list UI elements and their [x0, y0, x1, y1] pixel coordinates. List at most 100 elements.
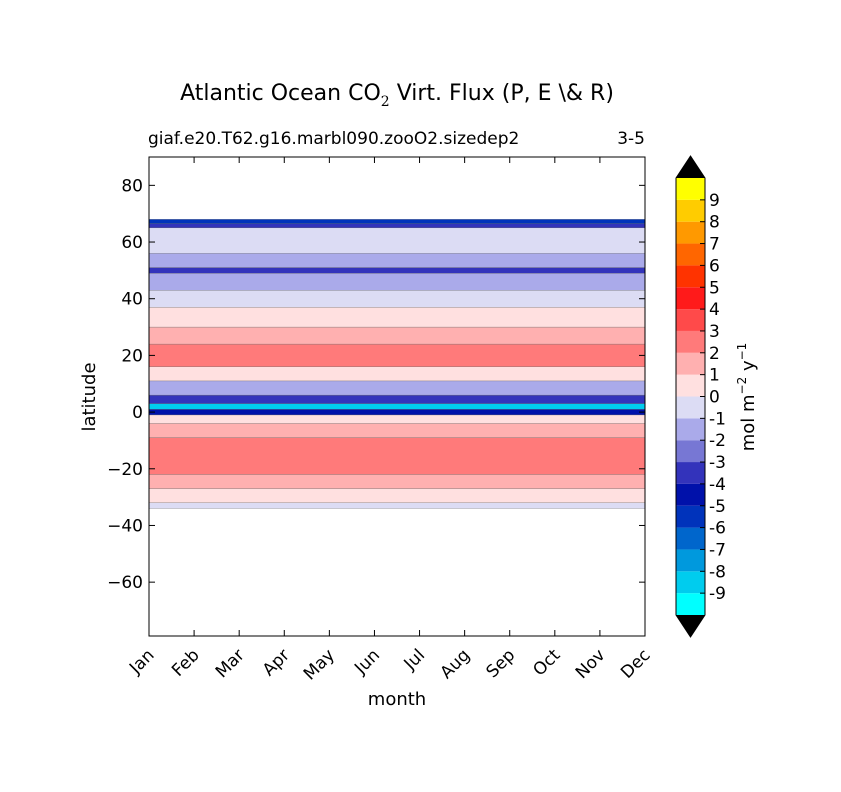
colorbar-tick-label: -5 [709, 497, 726, 517]
colorbar-tick-label: 7 [709, 235, 720, 255]
colorbar-tick-label: 4 [709, 300, 720, 320]
colorbar-tick-label: -3 [709, 453, 726, 473]
colorbar-label-prefix: mol m [738, 394, 759, 451]
y-axis: −60 −40 −20 0 20 40 60 80 [107, 176, 645, 593]
y-tick-label: 60 [121, 233, 143, 253]
heatmap-band-6 [149, 409, 645, 416]
y-tick-label: 80 [121, 176, 143, 196]
colorbar-segment-7 [676, 440, 705, 463]
colorbar-outline [675, 155, 706, 638]
colorbar-label: mol m−2 y−1 [735, 343, 759, 452]
colorbar-segment-13 [676, 309, 705, 331]
heatmap-band-7 [149, 403, 645, 410]
heatmap-band-18 [149, 227, 645, 254]
x-tick-label: Jul [400, 645, 429, 674]
y-axis-label: latitude [79, 362, 100, 431]
colorbar-tick-label: -2 [709, 431, 726, 451]
colorbar-segment-4 [676, 505, 705, 528]
colorbar-tick-label: -4 [709, 475, 726, 495]
colorbar-tick-label: 3 [709, 322, 720, 342]
colorbar-tick-label: 5 [709, 278, 720, 298]
x-axis-label: month [368, 689, 426, 710]
colorbar-segment-19 [676, 178, 705, 200]
colorbar-tick-label: -9 [709, 584, 726, 604]
colorbar-segment-9 [676, 396, 705, 419]
y-tick-label: −60 [107, 573, 143, 593]
colorbar-segment-3 [676, 527, 705, 550]
heatmap-band-14 [149, 290, 645, 308]
colorbar-segment-8 [676, 418, 705, 441]
colorbar-segment-5 [676, 483, 705, 506]
chart-subtitle-left: giaf.e20.T62.g16.marbl090.zooO2.sizedep2 [148, 129, 519, 149]
colorbar-segment-18 [676, 199, 705, 222]
colorbar [675, 155, 706, 638]
colorbar-label-exp1: −2 [735, 377, 749, 395]
colorbar-segment-15 [676, 265, 705, 288]
heatmap-bands [149, 219, 645, 509]
y-tick-label: 0 [132, 403, 143, 423]
colorbar-tick-label: 6 [709, 256, 720, 276]
x-tick-label: Sep [482, 645, 519, 682]
plot-frame [148, 156, 646, 637]
colorbar-segment-11 [676, 352, 705, 375]
colorbar-extend-bottom [676, 615, 705, 637]
chart-title-subscript: 2 [381, 94, 390, 110]
y-tick-label: 40 [121, 290, 143, 310]
x-tick-label: Nov [572, 645, 610, 683]
colorbar-segment-16 [676, 243, 705, 266]
heatmap-band-1 [149, 488, 645, 503]
colorbar-tick-label: 2 [709, 344, 720, 364]
colorbar-segment-6 [676, 462, 705, 484]
x-tick-label: Apr [259, 645, 294, 680]
colorbar-segment-10 [676, 374, 705, 397]
colorbar-tick-label: 9 [709, 191, 720, 211]
colorbar-tick-label: 0 [709, 388, 720, 408]
x-tick-label: Jan [125, 645, 158, 678]
colorbar-tick-label: -1 [709, 409, 726, 429]
y-tick-label: 20 [121, 346, 143, 366]
heatmap-band-19 [149, 223, 645, 229]
colorbar-tick-label: -8 [709, 562, 726, 582]
colorbar-segment-2 [676, 549, 705, 572]
x-tick-label: Oct [529, 645, 564, 680]
colorbar-tick-label: 1 [709, 366, 720, 386]
colorbar-segment-12 [676, 330, 705, 353]
heatmap-band-10 [149, 366, 645, 382]
colorbar-segment-17 [676, 221, 705, 244]
x-tick-label: Jun [350, 645, 384, 679]
heatmap-band-15 [149, 273, 645, 291]
heatmap-band-16 [149, 267, 645, 274]
x-tick-label: May [300, 645, 339, 684]
heatmap-band-5 [149, 414, 645, 424]
x-tick-label: Dec [617, 645, 654, 682]
colorbar-extend-top [676, 156, 705, 178]
heatmap-band-0 [149, 502, 645, 509]
colorbar-tick-label: -7 [709, 540, 726, 560]
chart-title-main: Atlantic Ocean CO [180, 81, 381, 106]
heatmap-band-8 [149, 394, 645, 404]
colorbar-label-mid: y [738, 360, 759, 377]
x-tick-label: Feb [168, 645, 203, 680]
x-tick-label: Mar [212, 645, 249, 682]
colorbar-tick-label: 8 [709, 213, 720, 233]
colorbar-segment-14 [676, 287, 705, 310]
chart-subtitle-right: 3-5 [617, 129, 645, 149]
heatmap-band-12 [149, 326, 645, 345]
x-tick-label: Aug [437, 645, 475, 683]
heatmap-band-11 [149, 343, 645, 367]
heatmap-band-4 [149, 423, 645, 438]
y-tick-label: −40 [107, 516, 143, 536]
heatmap-band-17 [149, 253, 645, 268]
colorbar-segment-1 [676, 571, 705, 594]
heatmap-band-20 [149, 219, 645, 224]
heatmap-band-9 [149, 380, 645, 396]
colorbar-tick-label: -6 [709, 519, 726, 539]
chart-title-rest: Virt. Flux (P, E \& R) [390, 81, 614, 106]
colorbar-segment-0 [676, 593, 705, 615]
heatmap-band-2 [149, 474, 645, 489]
chart-title: Atlantic Ocean CO2 Virt. Flux (P, E \& R… [180, 81, 614, 110]
heatmap-band-3 [149, 437, 645, 475]
